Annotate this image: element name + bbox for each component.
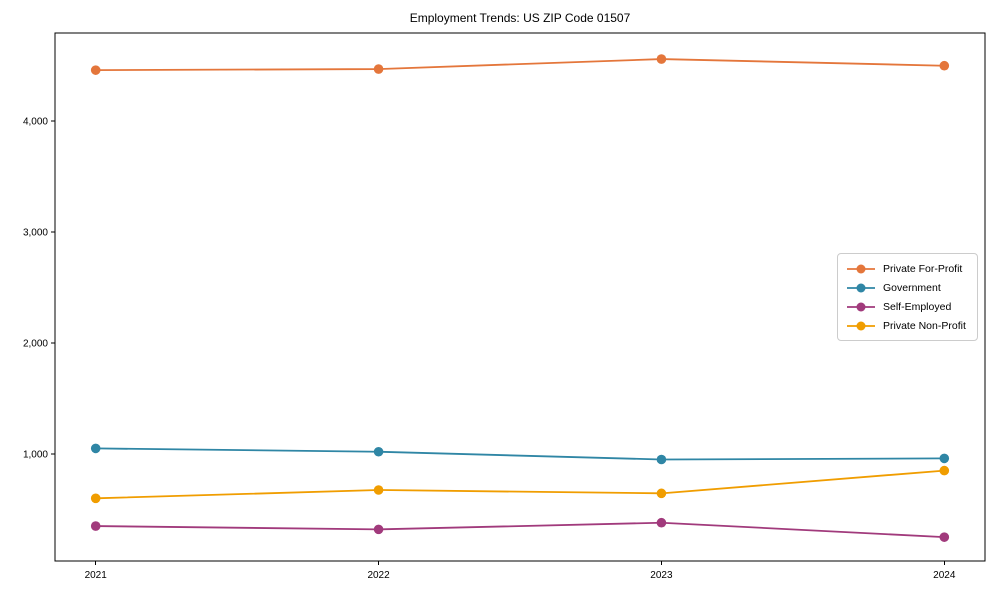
- series-line-1: [95, 447, 945, 461]
- x-tick-label: 2022: [367, 570, 390, 581]
- y-tick-label: 2,000: [23, 339, 48, 350]
- legend-item: Government: [846, 279, 969, 297]
- legend-label: Private For-Profit: [883, 262, 963, 275]
- legend-item: Self-Employed: [846, 298, 969, 316]
- legend-label: Government: [883, 281, 941, 294]
- legend-marker-icon: [847, 283, 875, 292]
- data-point: [656, 54, 667, 64]
- legend-item: Private For-Profit: [846, 260, 969, 278]
- legend-marker-icon: [847, 264, 875, 273]
- legend-label: Self-Employed: [883, 300, 952, 313]
- legend-label: Private Non-Profit: [883, 319, 966, 332]
- data-point: [373, 485, 384, 495]
- x-tick-label: 2021: [85, 570, 108, 581]
- legend: Private For-Profit Government Self-Employe…: [837, 253, 978, 341]
- data-point: [373, 524, 384, 535]
- legend-marker-icon: [847, 321, 875, 330]
- data-point: [90, 65, 101, 75]
- x-tick-label: 2023: [650, 570, 673, 581]
- data-point: [939, 532, 950, 542]
- data-point: [656, 517, 667, 528]
- data-point: [939, 60, 950, 71]
- chart-title: Employment Trends: US ZIP Code 01507: [409, 11, 631, 25]
- data-point: [373, 64, 384, 74]
- y-tick-label: 3,000: [23, 228, 48, 239]
- legend-marker-icon: [847, 302, 875, 311]
- data-point: [373, 446, 384, 457]
- series-line-2: [95, 521, 945, 539]
- y-tick-label: 1,000: [23, 449, 48, 460]
- data-point: [656, 488, 667, 499]
- data-point: [656, 454, 667, 465]
- data-point: [90, 493, 101, 504]
- series-line-3: [95, 469, 945, 500]
- plot-frame: [54, 32, 986, 562]
- legend-item: Private Non-Profit: [846, 317, 969, 335]
- data-point: [939, 465, 950, 476]
- series-line-0: [95, 58, 945, 72]
- x-tick-label: 2024: [933, 570, 956, 581]
- y-tick-label: 4,000: [23, 117, 48, 128]
- data-point: [90, 521, 101, 531]
- data-point: [939, 453, 950, 464]
- data-point: [90, 443, 101, 454]
